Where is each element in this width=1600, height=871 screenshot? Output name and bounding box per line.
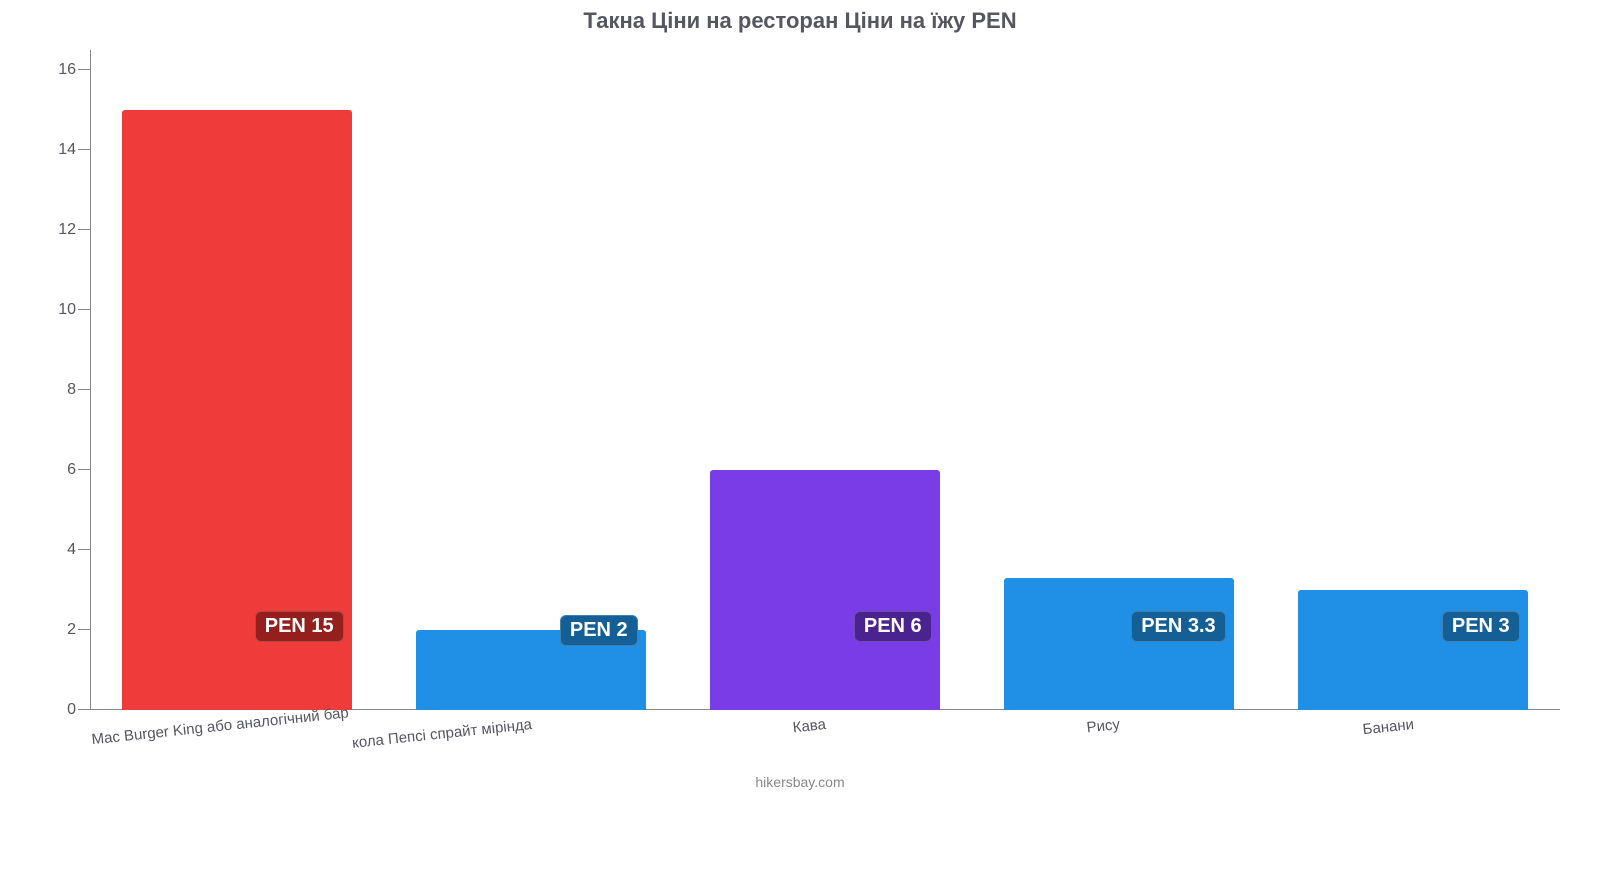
y-tick-label: 0	[67, 701, 76, 719]
bar-slot	[384, 50, 678, 710]
bar	[1298, 590, 1527, 710]
y-tick	[78, 229, 90, 230]
y-tick	[78, 309, 90, 310]
price-bar-chart: Такна Ціни на ресторан Ціни на їжу PEN 0…	[0, 0, 1600, 800]
y-tick	[78, 629, 90, 630]
y-tick-label: 2	[67, 621, 76, 639]
y-tick-label: 6	[67, 461, 76, 479]
y-tick-label: 4	[67, 541, 76, 559]
bar-value-badge: PEN 2	[560, 615, 638, 646]
bar	[1004, 578, 1233, 710]
y-tick-label: 12	[58, 221, 76, 239]
y-tick-label: 16	[58, 61, 76, 79]
y-tick-label: 10	[58, 301, 76, 319]
chart-title: Такна Ціни на ресторан Ціни на їжу PEN	[0, 8, 1600, 34]
y-tick	[78, 69, 90, 70]
y-tick	[78, 149, 90, 150]
bar-value-badge: PEN 3	[1442, 611, 1520, 642]
bar-value-badge: PEN 15	[255, 611, 344, 642]
x-tick-label: Mac Burger King або аналогічний бар	[91, 716, 239, 748]
bar	[710, 470, 939, 710]
bar-value-badge: PEN 6	[854, 611, 932, 642]
plot-area: 0246810121416 PEN 15PEN 2PEN 6PEN 3.3PEN…	[90, 50, 1560, 710]
y-tick	[78, 709, 90, 710]
bars-container: PEN 15 PEN 2 PEN 6 PEN 3.3 PEN 3	[90, 50, 1560, 710]
bar-value-badge: PEN 3.3	[1131, 611, 1225, 642]
y-tick	[78, 549, 90, 550]
y-tick	[78, 389, 90, 390]
y-tick-label: 14	[58, 141, 76, 159]
y-tick-label: 8	[67, 381, 76, 399]
y-tick	[78, 469, 90, 470]
chart-footer: hikersbay.com	[0, 774, 1600, 790]
